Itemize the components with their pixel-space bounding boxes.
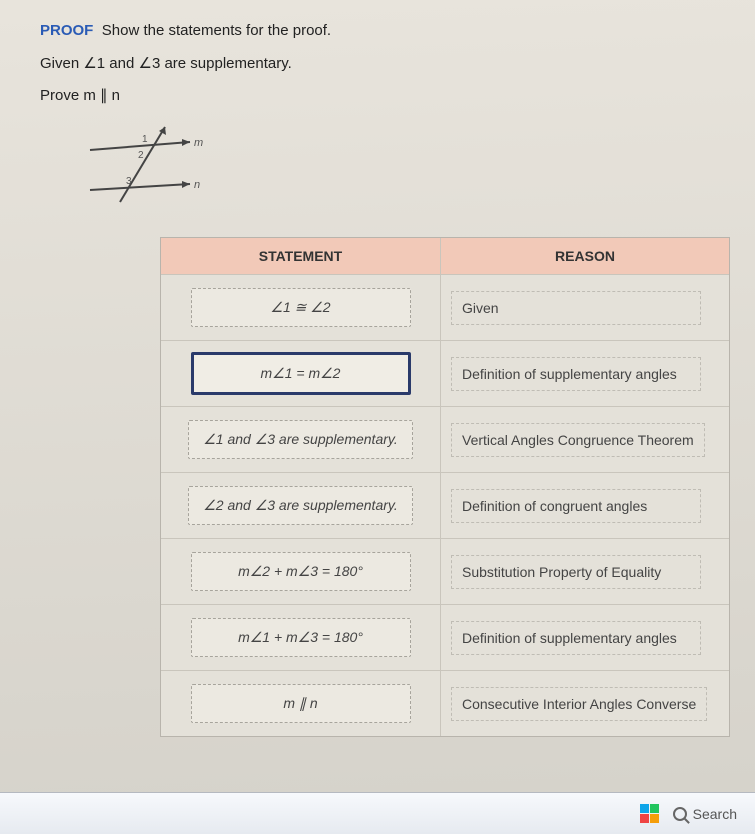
- reason-box[interactable]: Given: [451, 291, 701, 325]
- table-header-row: STATEMENT REASON: [161, 238, 729, 274]
- geometry-diagram: 1 2 3 m n: [80, 122, 735, 217]
- taskbar-search[interactable]: Search: [673, 806, 737, 822]
- line-m: [90, 142, 190, 150]
- reason-box[interactable]: Definition of congruent angles: [451, 489, 701, 523]
- windows-logo-icon[interactable]: [640, 804, 659, 823]
- statement-box[interactable]: m∠2 + m∠3 = 180°: [191, 552, 411, 591]
- given-statement: Given ∠1 and ∠3 are supplementary.: [40, 54, 735, 72]
- statement-box[interactable]: m∠1 + m∠3 = 180°: [191, 618, 411, 657]
- table-row: m∠2 + m∠3 = 180° Substitution Property o…: [161, 538, 729, 604]
- table-row: m∠1 + m∠3 = 180° Definition of supplemen…: [161, 604, 729, 670]
- table-row: m ∥ n Consecutive Interior Angles Conver…: [161, 670, 729, 736]
- reason-box[interactable]: Vertical Angles Congruence Theorem: [451, 423, 705, 457]
- proof-heading: PROOF Show the statements for the proof.: [40, 22, 735, 40]
- line-m-label: m: [194, 137, 203, 149]
- search-label: Search: [693, 806, 737, 822]
- table-row: ∠1 and ∠3 are supplementary. Vertical An…: [161, 406, 729, 472]
- page-content: PROOF Show the statements for the proof.…: [0, 0, 755, 834]
- header-statement: STATEMENT: [161, 238, 441, 274]
- line-n: [90, 184, 190, 190]
- proof-instruction: Show the statements for the proof.: [102, 22, 331, 39]
- reason-box[interactable]: Definition of supplementary angles: [451, 621, 701, 655]
- reason-box[interactable]: Consecutive Interior Angles Converse: [451, 687, 707, 721]
- table-row: m∠1 = m∠2 Definition of supplementary an…: [161, 340, 729, 406]
- windows-taskbar[interactable]: Search: [0, 792, 755, 834]
- angle-1-label: 1: [142, 134, 148, 145]
- statement-box[interactable]: ∠1 and ∠3 are supplementary.: [188, 420, 413, 459]
- table-row: ∠2 and ∠3 are supplementary. Definition …: [161, 472, 729, 538]
- statement-box[interactable]: ∠2 and ∠3 are supplementary.: [188, 486, 413, 525]
- proof-table: STATEMENT REASON ∠1 ≅ ∠2 Given m∠1 = m∠2…: [160, 237, 730, 737]
- reason-box[interactable]: Definition of supplementary angles: [451, 357, 701, 391]
- statement-box[interactable]: m ∥ n: [191, 684, 411, 723]
- header-reason: REASON: [441, 238, 729, 274]
- table-row: ∠1 ≅ ∠2 Given: [161, 274, 729, 340]
- reason-box[interactable]: Substitution Property of Equality: [451, 555, 701, 589]
- search-icon: [673, 807, 687, 821]
- statement-box[interactable]: ∠1 ≅ ∠2: [191, 288, 411, 327]
- proof-label: PROOF: [40, 22, 93, 39]
- angle-3-label: 3: [126, 176, 132, 187]
- angle-2-label: 2: [138, 150, 144, 161]
- prove-statement: Prove m ∥ n: [40, 86, 735, 104]
- statement-box-selected[interactable]: m∠1 = m∠2: [191, 352, 411, 395]
- line-n-label: n: [194, 179, 200, 191]
